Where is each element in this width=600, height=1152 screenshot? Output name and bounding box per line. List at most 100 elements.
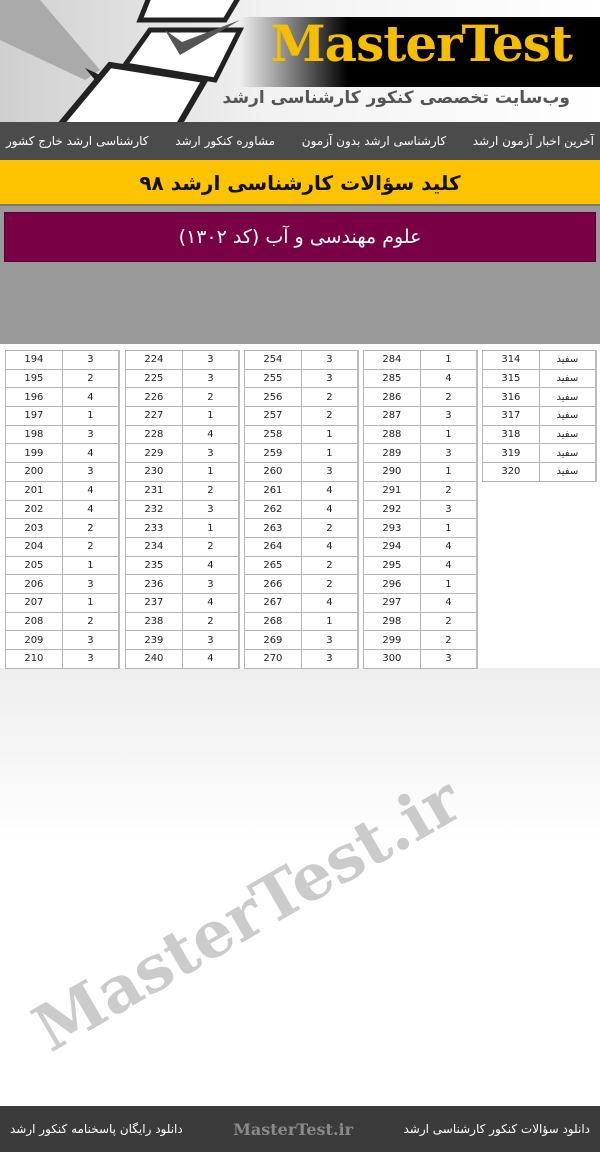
footer: دانلود سؤالات کنکور کارشناسی ارشد Master…: [0, 1106, 600, 1152]
question-number: 209: [5, 630, 63, 650]
answer-cell: 1: [181, 406, 240, 426]
answer-cell: 1: [419, 424, 478, 445]
answer-cell: 3: [300, 368, 359, 389]
answer-group: 194 3 195 2 196 4 197 1 198 3 199 4 200 3 201 4 202 4 203 2…: [5, 350, 120, 669]
table-row: 208 2: [5, 611, 120, 632]
question-number: 240: [125, 649, 183, 669]
table-row: 284 1: [363, 350, 478, 370]
question-number: 205: [5, 555, 63, 576]
question-number: 297: [363, 592, 421, 613]
table-row: 232 3: [125, 499, 240, 520]
question-number: 200: [5, 462, 63, 482]
answer-cell: سفید: [538, 387, 597, 408]
question-number: 263: [244, 518, 302, 538]
question-number: 227: [125, 406, 183, 426]
question-number: 233: [125, 518, 183, 538]
table-row: 295 4: [363, 555, 478, 576]
question-number: 285: [363, 368, 421, 389]
table-row: 267 4: [244, 592, 359, 613]
table-row: 317 سفید: [482, 406, 597, 426]
question-number: 196: [5, 387, 63, 408]
question-number: 318: [482, 424, 540, 445]
nav-item-latest-news[interactable]: آخرین اخبار آزمون ارشد: [472, 134, 594, 148]
answer-cell: 2: [300, 518, 359, 538]
table-row: 287 3: [363, 406, 478, 426]
question-number: 203: [5, 518, 63, 538]
question-number: 258: [244, 424, 302, 445]
question-number: 296: [363, 574, 421, 594]
answer-cell: 3: [181, 574, 240, 594]
question-number: 316: [482, 387, 540, 408]
table-row: 258 1: [244, 424, 359, 445]
question-number: 270: [244, 649, 302, 669]
question-number: 268: [244, 611, 302, 632]
answer-cell: 1: [61, 555, 120, 576]
question-number: 234: [125, 536, 183, 557]
table-row: 293 1: [363, 518, 478, 538]
question-number: 264: [244, 536, 302, 557]
answer-cell: 3: [300, 350, 359, 370]
site-logo[interactable]: MasterTest: [270, 14, 573, 73]
table-row: 230 1: [125, 462, 240, 482]
table-row: 314 سفید: [482, 350, 597, 370]
question-number: 317: [482, 406, 540, 426]
question-number: 210: [5, 649, 63, 669]
answer-cell: 4: [181, 424, 240, 445]
table-row: 265 2: [244, 555, 359, 576]
table-row: 320 سفید: [482, 462, 597, 482]
nav-item-abroad[interactable]: کارشناسی ارشد خارج کشور: [6, 134, 149, 148]
answer-cell: 4: [419, 592, 478, 613]
answer-cell: 2: [300, 555, 359, 576]
answer-cell: 4: [419, 555, 478, 576]
answer-cell: 1: [419, 518, 478, 538]
table-row: 239 3: [125, 630, 240, 650]
answer-cell: 4: [419, 368, 478, 389]
answer-cell: 3: [419, 499, 478, 520]
answer-cell: 2: [300, 406, 359, 426]
answer-cell: سفید: [538, 406, 597, 426]
footer-brand[interactable]: MasterTest.ir: [233, 1119, 354, 1139]
answer-cell: 4: [300, 499, 359, 520]
table-row: 209 3: [5, 630, 120, 650]
table-row: 231 2: [125, 480, 240, 501]
question-number: 291: [363, 480, 421, 501]
answer-cell: 1: [419, 350, 478, 370]
table-row: 259 1: [244, 443, 359, 464]
answer-cell: 3: [61, 462, 120, 482]
nav-item-counseling[interactable]: مشاوره کنکور ارشد: [175, 134, 275, 148]
table-row: 227 1: [125, 406, 240, 426]
question-number: 255: [244, 368, 302, 389]
answer-cell: 4: [181, 555, 240, 576]
table-row: 270 3: [244, 649, 359, 669]
answer-cell: سفید: [538, 424, 597, 445]
question-number: 224: [125, 350, 183, 370]
answer-cell: سفید: [538, 462, 597, 482]
question-number: 288: [363, 424, 421, 445]
answer-cell: 4: [61, 443, 120, 464]
answer-cell: 3: [181, 368, 240, 389]
table-row: 254 3: [244, 350, 359, 370]
answer-cell: 3: [300, 462, 359, 482]
checklist-pen-icon: [0, 0, 245, 122]
answer-cell: 3: [419, 406, 478, 426]
answer-cell: 4: [61, 499, 120, 520]
question-number: 294: [363, 536, 421, 557]
question-number: 230: [125, 462, 183, 482]
nav-item-no-exam[interactable]: کارشناسی ارشد بدون آزمون: [301, 134, 447, 148]
question-number: 237: [125, 592, 183, 613]
answer-cell: 3: [181, 630, 240, 650]
question-number: 231: [125, 480, 183, 501]
question-number: 239: [125, 630, 183, 650]
question-number: 260: [244, 462, 302, 482]
answer-group: 314 سفید 315 سفید 316 سفید 317 سفید 318 سفید 319 سف…: [482, 350, 597, 482]
answer-cell: 4: [181, 649, 240, 669]
question-number: 259: [244, 443, 302, 464]
answer-cell: 1: [300, 424, 359, 445]
footer-link-questions[interactable]: دانلود سؤالات کنکور کارشناسی ارشد: [403, 1122, 590, 1136]
footer-link-answers[interactable]: دانلود رایگان پاسخنامه کنکور ارشد: [10, 1122, 183, 1136]
answer-cell: سفید: [538, 443, 597, 464]
answer-cell: 3: [300, 649, 359, 669]
table-row: 264 4: [244, 536, 359, 557]
question-number: 299: [363, 630, 421, 650]
answer-cell: 2: [181, 387, 240, 408]
